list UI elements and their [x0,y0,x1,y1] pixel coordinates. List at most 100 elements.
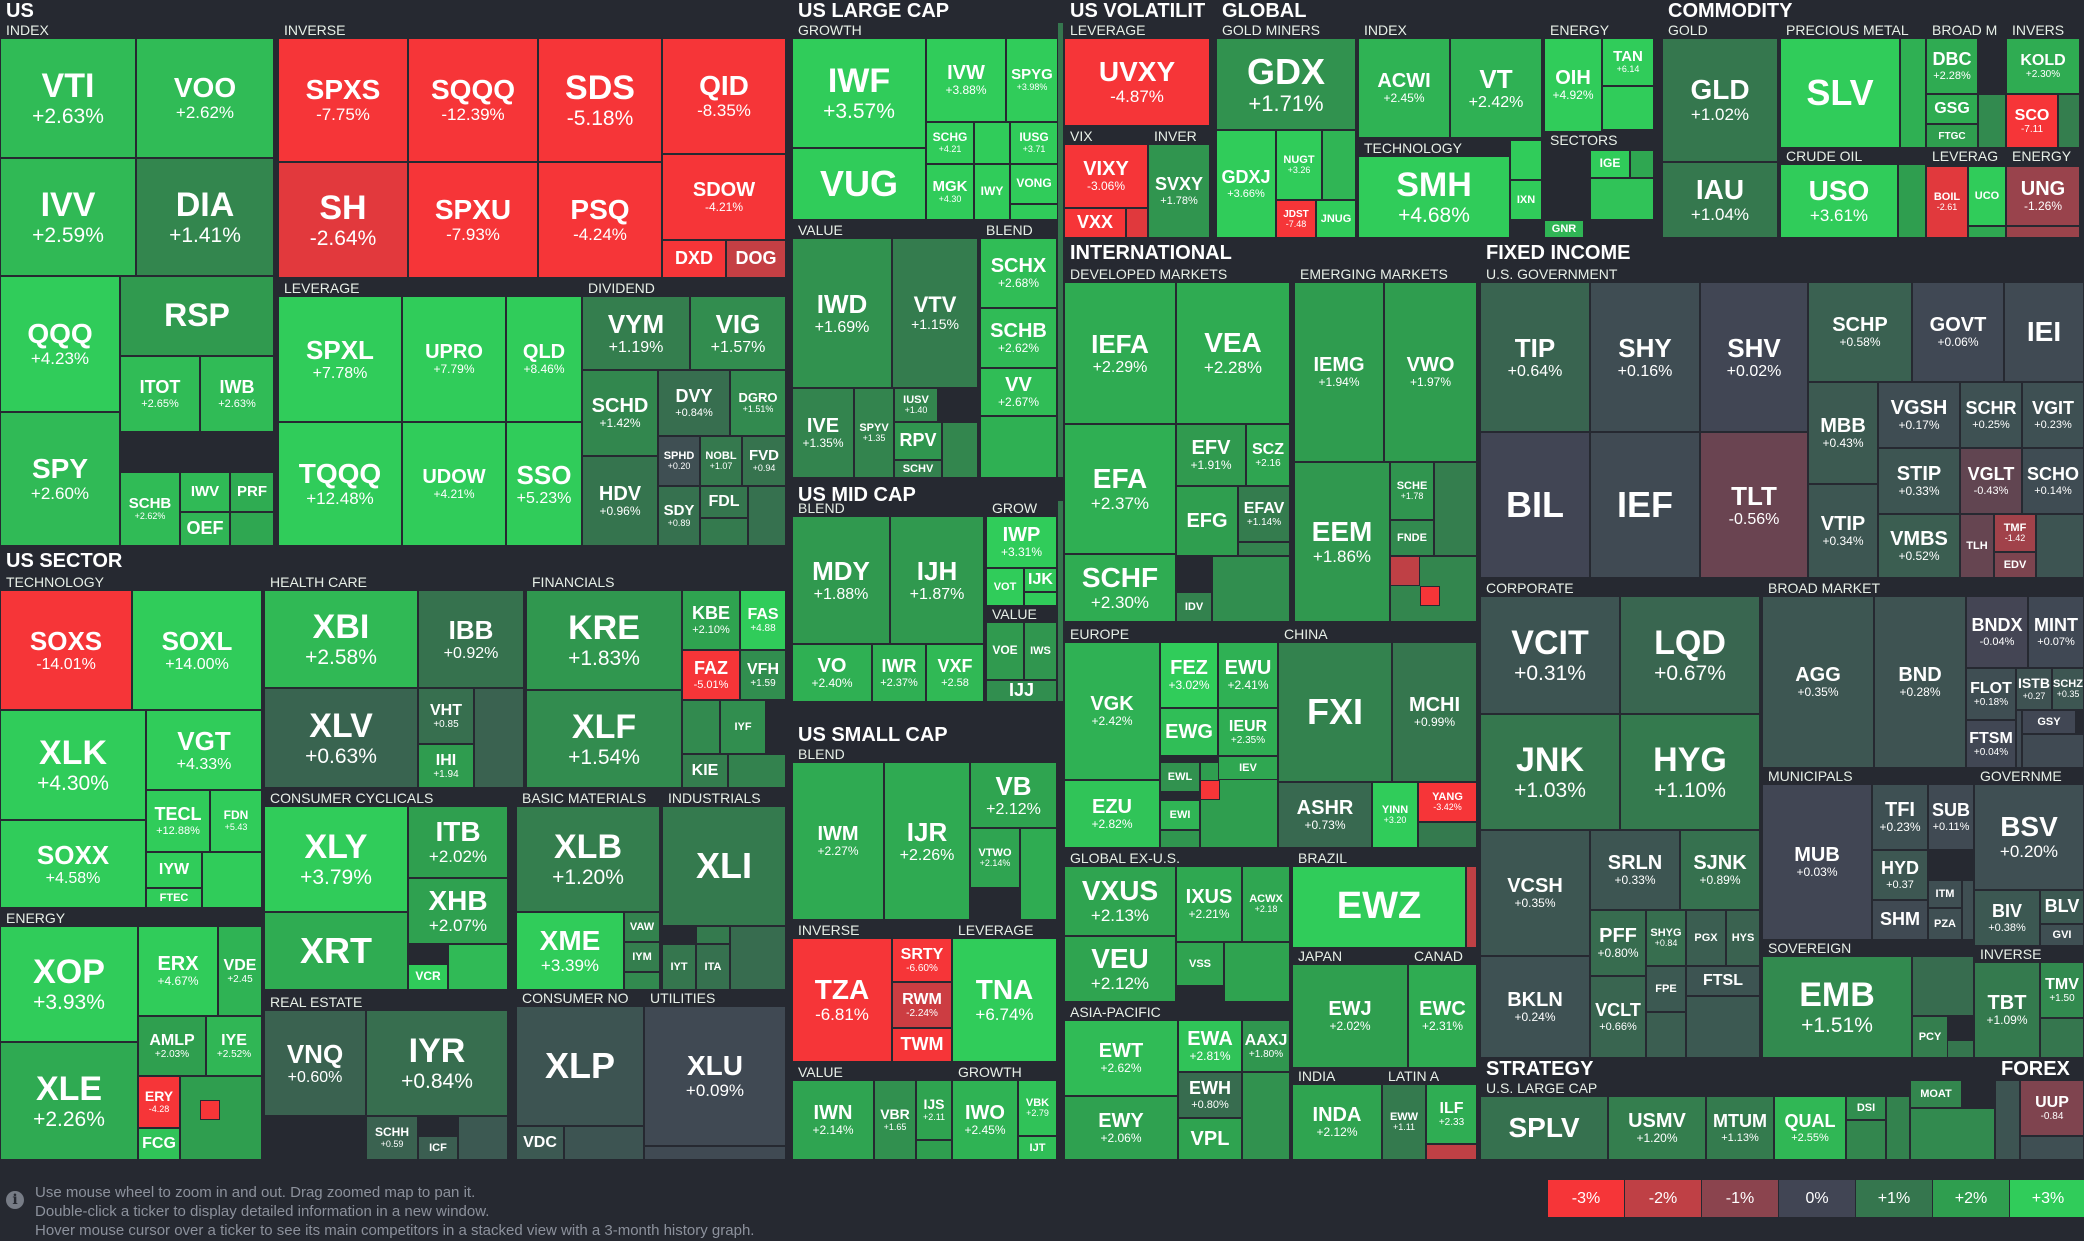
ticker-tile-qqq[interactable]: QQQ +4.23% [0,276,120,412]
ticker-tile-aaxj[interactable]: AAXJ +1.80% [1242,1020,1290,1072]
ticker-tile-edv[interactable]: EDV [1994,552,2036,578]
ticker-tile-sub[interactable]: SUB +0.11% [1928,784,1974,850]
ticker-tile-hdv[interactable]: HDV +0.96% [582,456,658,546]
ticker-tile-erx[interactable]: ERX +4.67% [138,926,218,1016]
ticker-tile-xlp[interactable]: XLP [516,1006,644,1126]
ticker-tile-mbb[interactable]: MBB +0.43% [1808,382,1878,484]
group-label[interactable]: TECHNOLOGY [6,574,105,590]
group-label[interactable]: HEALTH CARE [270,574,367,590]
ticker-tile-small[interactable] [2040,1018,2084,1058]
ticker-tile-ewz[interactable]: EWZ [1292,866,1466,948]
group-label[interactable]: GLOBAL EX-U.S. [1070,850,1180,866]
ticker-tile-ibb[interactable]: IBB +0.92% [418,590,524,688]
ticker-tile-scho[interactable]: SCHO +0.14% [2022,448,2084,514]
ticker-tile-sjnk[interactable]: SJNK +0.89% [1680,830,1760,910]
ticker-tile-ive[interactable]: IVE +1.35% [792,388,854,478]
ticker-tile-iwd[interactable]: IWD +1.69% [792,238,892,388]
ticker-tile-ezu[interactable]: EZU +2.82% [1064,780,1160,848]
ticker-tile-vclt[interactable]: VCLT +0.66% [1590,976,1646,1058]
ticker-tile-schv[interactable]: SCHV [894,460,942,478]
group-label[interactable]: UTILITIES [650,990,716,1006]
ticker-tile-dgro[interactable]: DGRO +1.51% [730,370,786,436]
ticker-tile-small[interactable] [1160,830,1200,848]
group-label[interactable]: SECTORS [1550,132,1618,148]
group-label[interactable]: VALUE [798,222,843,238]
ticker-tile-lqd[interactable]: LQD +0.67% [1620,596,1760,714]
ticker-tile-small[interactable] [728,754,786,788]
ticker-tile-vtip[interactable]: VTIP +0.34% [1808,484,1878,578]
section-title-usmid[interactable]: US MID CAP [798,484,916,506]
ticker-tile-sdow[interactable]: SDOW -4.21% [662,154,786,240]
ticker-tile-tlh[interactable]: TLH [1960,514,1994,578]
ticker-tile-fez[interactable]: FEZ +3.02% [1160,642,1218,708]
ticker-tile-ewl[interactable]: EWL [1160,762,1200,792]
ticker-tile-small[interactable] [2006,226,2080,238]
ticker-tile-schf[interactable]: SCHF +2.30% [1064,554,1176,622]
ticker-tile-pgx[interactable]: PGX [1686,910,1726,966]
ticker-tile-small[interactable] [1946,1040,1974,1058]
ticker-tile-fas[interactable]: FAS +4.88 [740,590,786,650]
ticker-tile-tan[interactable]: TAN +6.14 [1602,38,1654,86]
ticker-tile-iwm[interactable]: IWM +2.27% [792,762,884,920]
ticker-tile-small[interactable] [1910,1108,1995,1160]
ticker-tile-xle[interactable]: XLE +2.26% [0,1042,138,1160]
group-label[interactable]: PRECIOUS METAL [1786,22,1909,38]
ticker-tile-vpl[interactable]: VPL [1178,1118,1242,1160]
ticker-tile-govt[interactable]: GOVT +0.06% [1912,282,2004,382]
group-label[interactable]: ASIA-PACIFIC [1070,1004,1161,1020]
ticker-tile-small[interactable] [1024,592,1057,606]
group-label[interactable]: LEVERAGE [1070,22,1146,38]
ticker-tile-nugt[interactable]: NUGT +3.26 [1276,130,1322,200]
group-label[interactable]: INDUSTRIALS [668,790,761,806]
ticker-tile-tmv[interactable]: TMV +1.50 [2040,962,2084,1018]
ticker-tile-icf[interactable]: ICF [418,1136,458,1160]
ticker-tile-kie[interactable]: KIE [682,754,728,788]
ticker-tile-fcg[interactable]: FCG [138,1128,180,1160]
ticker-tile-small[interactable] [1630,150,1654,178]
ticker-tile-small[interactable] [1646,1012,1686,1058]
ticker-tile-ftsl[interactable]: FTSL [1686,966,1760,996]
group-label[interactable]: EMERGING MARKETS [1300,266,1448,282]
ticker-tile-jnk[interactable]: JNK +1.03% [1480,714,1620,830]
ticker-tile-bsv[interactable]: BSV +0.20% [1974,784,2084,890]
ticker-tile-ewg[interactable]: EWG [1160,708,1218,756]
ticker-tile-nobl[interactable]: NOBL +1.07 [700,436,742,486]
ticker-tile-small[interactable] [974,122,1010,164]
ticker-tile-shm[interactable]: SHM [1872,900,1928,940]
ticker-tile-spyv[interactable]: SPYV +1.35 [854,388,894,478]
ticker-tile-small[interactable] [1057,500,1064,702]
ticker-tile-small[interactable] [682,700,720,754]
group-label[interactable]: LEVERAGE [284,280,360,296]
group-label[interactable]: GROW [992,500,1038,516]
ticker-tile-bnd[interactable]: BND +0.28% [1874,596,1966,768]
ticker-tile-small[interactable] [458,1116,508,1160]
ticker-tile-efv[interactable]: EFV +1.91% [1176,424,1246,486]
ticker-tile-small[interactable] [1200,780,1220,800]
ticker-tile-upro[interactable]: UPRO +7.79% [402,296,506,422]
ticker-tile-soxx[interactable]: SOXX +4.58% [0,820,146,908]
ticker-tile-ftgc[interactable]: FTGC [1926,124,1978,148]
ticker-tile-xop[interactable]: XOP +3.93% [0,926,138,1042]
ticker-tile-uso[interactable]: USO +3.61% [1780,164,1898,238]
ticker-tile-tlt[interactable]: TLT -0.56% [1700,432,1808,578]
group-label[interactable]: MUNICIPALS [1768,768,1853,784]
group-label[interactable]: GROWTH [798,22,862,38]
ticker-tile-dbc[interactable]: DBC +2.28% [1926,38,1978,94]
ticker-tile-vgit[interactable]: VGIT +0.23% [2022,382,2084,448]
ticker-tile-ewy[interactable]: EWY +2.06% [1064,1096,1178,1160]
ticker-tile-small[interactable] [1886,1096,1910,1160]
ticker-tile-iwf[interactable]: IWF +3.57% [792,38,926,148]
ticker-tile-vxx[interactable]: VXX [1064,208,1126,238]
ticker-tile-svxy[interactable]: SVXY +1.78% [1148,144,1210,238]
ticker-tile-vxus[interactable]: VXUS +2.13% [1064,866,1176,936]
ticker-tile-sso[interactable]: SSO +5.23% [506,422,582,546]
group-label[interactable]: BROAD MARKET [1768,580,1881,596]
ticker-tile-splv[interactable]: SPLV [1480,1096,1608,1160]
ticker-tile-gld[interactable]: GLD +1.02% [1662,38,1778,162]
ticker-tile-small[interactable] [180,1076,262,1160]
ticker-tile-tfi[interactable]: TFI +0.23% [1872,784,1928,850]
ticker-tile-tna[interactable]: TNA +6.74% [952,938,1057,1062]
ticker-tile-iusg[interactable]: IUSG +3.71 [1010,122,1058,164]
ticker-tile-xlv[interactable]: XLV +0.63% [264,688,418,788]
group-label[interactable]: INVERSE [284,22,346,38]
